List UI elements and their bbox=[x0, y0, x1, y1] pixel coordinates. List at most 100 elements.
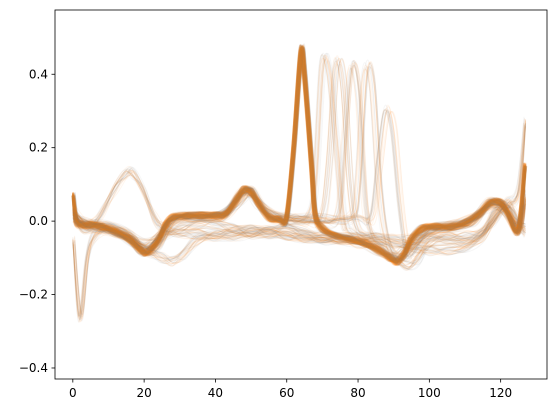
series-1-trace bbox=[72, 170, 525, 243]
series-2-trace bbox=[73, 206, 526, 266]
series-6-trace bbox=[75, 63, 527, 254]
series-1-trace bbox=[72, 174, 526, 243]
x-tick-label: 60 bbox=[279, 386, 294, 400]
series-4-trace bbox=[73, 52, 527, 264]
y-tick-label: −0.4 bbox=[19, 361, 48, 375]
x-axis: 0 20 40 60 80 100 120 bbox=[69, 379, 512, 400]
series-1-trace bbox=[72, 170, 526, 244]
series-2-trace bbox=[72, 200, 525, 270]
series-2-trace bbox=[72, 202, 525, 266]
series-3-trace bbox=[72, 119, 526, 320]
series-3-trace bbox=[72, 123, 525, 317]
series-8-trace bbox=[74, 110, 527, 258]
series-2-trace bbox=[72, 201, 526, 265]
series-2-trace bbox=[72, 199, 526, 271]
series-1-trace bbox=[72, 170, 525, 246]
series-1-trace bbox=[72, 169, 525, 243]
series-2-trace bbox=[72, 204, 525, 271]
series-1-trace bbox=[73, 174, 526, 242]
series-3-trace bbox=[74, 125, 527, 318]
series-3-trace bbox=[72, 118, 525, 317]
series-1-trace bbox=[73, 172, 526, 247]
series-5-trace bbox=[75, 57, 527, 264]
series-6-trace bbox=[75, 62, 527, 255]
series-6-trace bbox=[74, 61, 527, 260]
series-3-trace bbox=[73, 119, 527, 314]
series-7-trace bbox=[75, 67, 527, 264]
x-tick-label: 120 bbox=[489, 386, 512, 400]
series-1-trace bbox=[72, 166, 527, 242]
series-3-trace bbox=[73, 119, 527, 319]
series-4-trace bbox=[74, 52, 527, 261]
series-8-trace bbox=[72, 109, 524, 260]
series-7-trace bbox=[73, 66, 527, 256]
series-1-trace bbox=[73, 168, 526, 245]
series-2-trace bbox=[72, 205, 526, 265]
series-3-trace bbox=[72, 122, 525, 319]
series-2-trace bbox=[73, 200, 526, 268]
series-3-trace bbox=[72, 119, 526, 321]
series-5-trace bbox=[75, 58, 527, 258]
series-3-trace bbox=[72, 120, 526, 319]
y-tick-label: 0.2 bbox=[29, 141, 48, 155]
series-6-trace bbox=[73, 64, 527, 255]
series-6-trace bbox=[72, 65, 527, 255]
plot-frame bbox=[54, 9, 548, 380]
series-4-trace bbox=[73, 58, 527, 259]
series-1-trace bbox=[72, 169, 526, 243]
series-1-trace bbox=[73, 167, 526, 245]
series-3-trace bbox=[72, 124, 526, 316]
series-1-trace bbox=[74, 168, 527, 244]
x-tick-label: 0 bbox=[69, 386, 77, 400]
series-2-trace bbox=[72, 204, 525, 264]
x-tick-label: 20 bbox=[136, 386, 151, 400]
series-0-trace bbox=[72, 44, 525, 261]
series-4-trace bbox=[72, 54, 524, 256]
series-group bbox=[71, 43, 528, 323]
series-7-trace bbox=[72, 66, 526, 260]
series-2-trace bbox=[72, 198, 526, 268]
series-2-trace bbox=[72, 203, 525, 265]
series-2-trace bbox=[72, 199, 526, 262]
series-8-trace bbox=[72, 111, 526, 256]
series-6-trace bbox=[72, 60, 527, 262]
series-1-trace bbox=[72, 168, 526, 246]
series-6-trace bbox=[75, 61, 527, 259]
series-1-trace bbox=[73, 171, 526, 245]
series-1-trace bbox=[74, 171, 526, 246]
series-4-trace bbox=[75, 60, 527, 256]
series-2-trace bbox=[72, 204, 525, 271]
series-3-trace bbox=[74, 121, 527, 316]
series-6-trace bbox=[74, 60, 527, 257]
series-6-trace bbox=[73, 65, 527, 260]
series-4-trace bbox=[73, 56, 527, 260]
series-3-trace bbox=[73, 124, 527, 318]
series-1-trace bbox=[72, 168, 526, 244]
y-tick-label: 0.0 bbox=[29, 214, 48, 228]
series-7-trace bbox=[74, 61, 527, 255]
series-5-trace bbox=[74, 57, 527, 263]
series-5-trace bbox=[72, 58, 527, 263]
series-1-trace bbox=[74, 170, 526, 246]
series-1-trace bbox=[72, 172, 525, 244]
series-8-trace bbox=[72, 109, 523, 260]
series-3-trace bbox=[73, 123, 527, 313]
series-3-trace bbox=[74, 123, 527, 315]
series-2-trace bbox=[73, 206, 527, 268]
series-1-trace bbox=[72, 171, 524, 243]
series-6-trace bbox=[73, 65, 527, 255]
series-1-trace bbox=[72, 167, 525, 244]
y-tick-label: −0.2 bbox=[19, 288, 48, 302]
series-8-trace bbox=[75, 111, 527, 261]
series-1-trace bbox=[72, 170, 525, 244]
series-5-trace bbox=[72, 63, 523, 259]
series-3-trace bbox=[74, 122, 527, 316]
series-6-trace bbox=[72, 67, 523, 255]
series-3-trace bbox=[72, 124, 525, 317]
series-0-trace bbox=[72, 46, 525, 264]
y-tick-label: 0.4 bbox=[29, 67, 48, 81]
y-axis: −0.4 −0.2 0.0 0.2 0.4 bbox=[19, 67, 55, 375]
series-3-trace bbox=[72, 125, 527, 321]
series-2-trace bbox=[72, 203, 525, 269]
